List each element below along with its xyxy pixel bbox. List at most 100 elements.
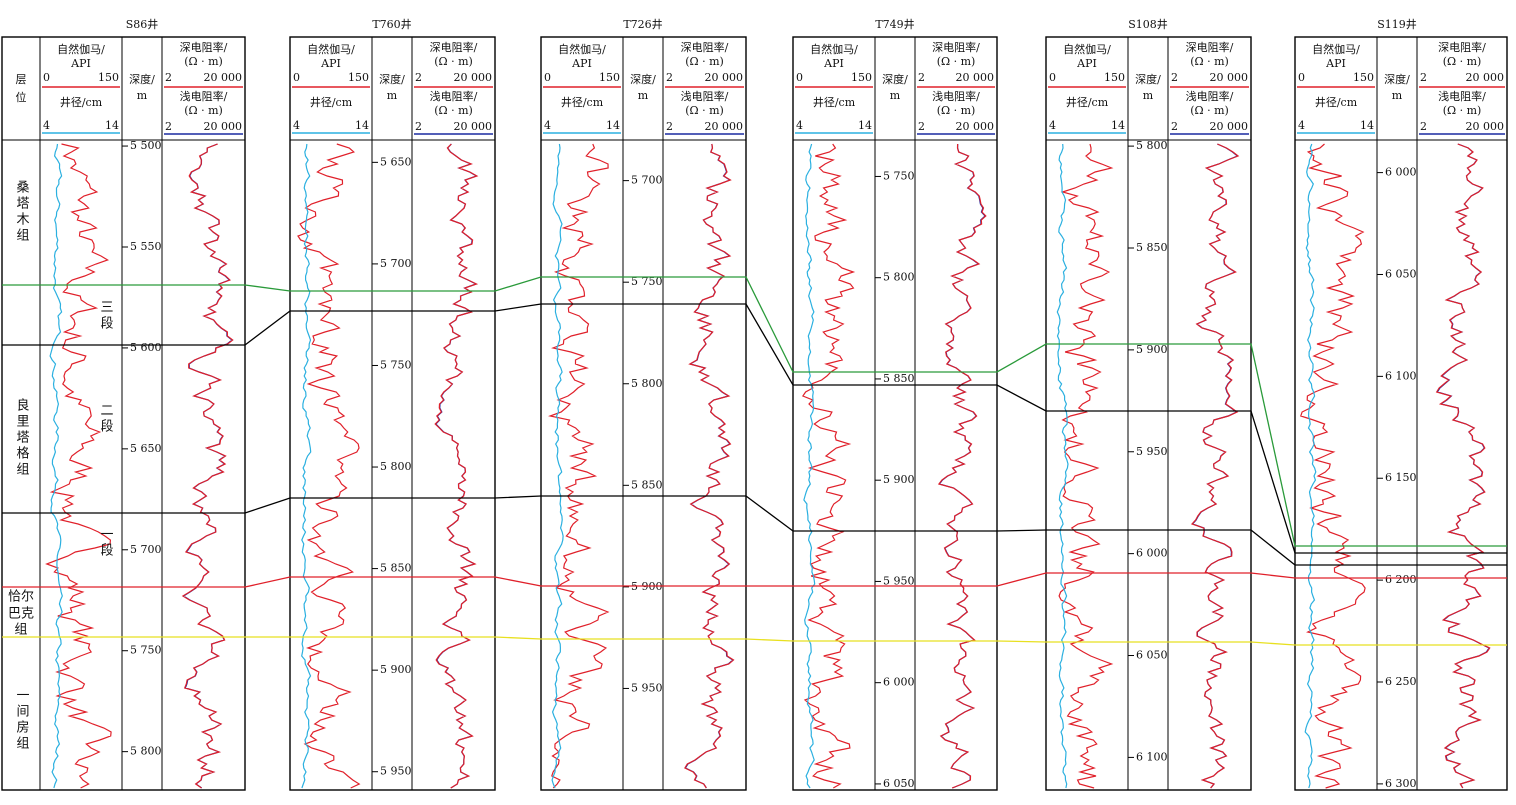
res-max: 20 000 <box>956 71 995 84</box>
depth-tick-label: 5 900 <box>380 663 412 676</box>
res-min: 2 <box>666 71 673 84</box>
res-unit: (Ω · m) <box>685 104 724 117</box>
gr-title: 自然伽马/ <box>558 42 606 56</box>
depth-tick-label: 6 100 <box>1385 369 1417 382</box>
res-max: 20 000 <box>204 71 243 84</box>
deep-title: 深电阻率/ <box>1438 40 1486 54</box>
gr-unit: API <box>1076 57 1097 70</box>
deep-title: 深电阻率/ <box>1186 40 1234 54</box>
gr-title: 自然伽马/ <box>57 42 105 56</box>
layer-title: 层 <box>16 73 27 86</box>
well-frame <box>1294 36 1508 791</box>
well-frame <box>289 36 496 791</box>
cal-title: 井径/cm <box>60 95 103 109</box>
deep-title: 深电阻率/ <box>180 40 228 54</box>
depth-tick-label: 6 250 <box>1385 675 1417 688</box>
depth-tick-label: 5 650 <box>130 442 162 455</box>
depth-tick-label: 5 700 <box>380 257 412 270</box>
depth-tick-label: 5 950 <box>883 574 915 587</box>
gr-unit: API <box>1325 57 1346 70</box>
gr-max: 150 <box>1353 71 1374 84</box>
cal-min: 4 <box>1049 119 1056 132</box>
correlation-line <box>2 303 1507 554</box>
cal-max: 14 <box>606 119 620 132</box>
depth-tick-label: 5 800 <box>130 745 162 758</box>
res-min: 2 <box>165 71 172 84</box>
cal-max: 14 <box>1360 119 1374 132</box>
res-min: 2 <box>1420 71 1427 84</box>
res-unit: (Ω · m) <box>1190 55 1229 68</box>
shallow-title: 浅电阻率/ <box>681 89 729 103</box>
deep-title: 深电阻率/ <box>430 40 478 54</box>
depth-tick-label: 5 900 <box>883 473 915 486</box>
depth-title: 深度/ <box>1384 72 1410 86</box>
cal-max: 14 <box>105 119 119 132</box>
depth-tick-label: 6 150 <box>1385 471 1417 484</box>
gr-title: 自然伽马/ <box>1312 42 1360 56</box>
depth-unit: m <box>638 89 649 102</box>
depth-unit: m <box>1392 89 1403 102</box>
gr-title: 自然伽马/ <box>1063 42 1111 56</box>
well-frame <box>792 36 998 791</box>
depth-tick-label: 5 850 <box>380 562 412 575</box>
res-unit: (Ω · m) <box>434 55 473 68</box>
gr-max: 150 <box>1104 71 1125 84</box>
shallow-title: 浅电阻率/ <box>1438 89 1486 103</box>
cal-min: 4 <box>796 119 803 132</box>
cal-min: 4 <box>1298 119 1305 132</box>
depth-tick-label: 5 700 <box>130 543 162 556</box>
depth-tick-label: 5 750 <box>130 644 162 657</box>
gr-unit: API <box>70 57 91 70</box>
depth-tick-label: 6 050 <box>1385 267 1417 280</box>
depth-unit: m <box>890 89 901 102</box>
res-min: 2 <box>415 71 422 84</box>
caliper-curve <box>803 143 816 789</box>
depth-tick-label: 5 800 <box>631 377 663 390</box>
depth-title: 深度/ <box>630 72 656 86</box>
depth-tick-label: 6 000 <box>1385 166 1417 179</box>
depth-tick-label: 6 100 <box>1136 750 1168 763</box>
gr-curve <box>801 143 856 789</box>
gr-min: 0 <box>43 71 50 84</box>
depth-tick-label: 5 800 <box>1136 139 1168 152</box>
cal-title: 井径/cm <box>310 95 353 109</box>
correlation-line <box>2 495 1507 566</box>
shallow-res-curve <box>1436 143 1490 789</box>
cal-min: 4 <box>43 119 50 132</box>
res-max: 20 000 <box>204 120 243 133</box>
shallow-title: 浅电阻率/ <box>932 89 980 103</box>
gr-max: 150 <box>98 71 119 84</box>
correlation-line <box>2 572 1507 588</box>
res-unit: (Ω · m) <box>184 55 223 68</box>
cal-title: 井径/cm <box>1315 95 1358 109</box>
deep-res-curve <box>1435 143 1491 789</box>
gr-unit: API <box>823 57 844 70</box>
cal-min: 4 <box>544 119 551 132</box>
depth-tick-label: 6 000 <box>883 676 915 689</box>
res-min: 2 <box>1171 120 1178 133</box>
deep-res-curve <box>937 143 987 789</box>
depth-tick-label: 5 750 <box>883 169 915 182</box>
res-unit: (Ω · m) <box>434 104 473 117</box>
formation-label: 一段 <box>98 527 114 559</box>
shallow-res-curve <box>938 143 986 789</box>
well-name: T749井 <box>875 17 914 31</box>
caliper-curve <box>1304 143 1317 789</box>
formation-label: 良里塔格组 <box>14 397 30 478</box>
gr-title: 自然伽马/ <box>810 42 858 56</box>
gr-title: 自然伽马/ <box>307 42 355 56</box>
depth-tick-label: 5 650 <box>380 155 412 168</box>
gr-min: 0 <box>796 71 803 84</box>
res-max: 20 000 <box>1210 71 1249 84</box>
depth-unit: m <box>137 89 148 102</box>
depth-tick-label: 5 750 <box>380 358 412 371</box>
well-frame <box>1045 36 1252 791</box>
res-max: 20 000 <box>454 120 493 133</box>
depth-tick-label: 5 500 <box>130 139 162 152</box>
well-frame <box>540 36 747 791</box>
res-max: 20 000 <box>705 71 744 84</box>
res-min: 2 <box>165 120 172 133</box>
depth-unit: m <box>387 89 398 102</box>
res-max: 20 000 <box>1466 120 1505 133</box>
